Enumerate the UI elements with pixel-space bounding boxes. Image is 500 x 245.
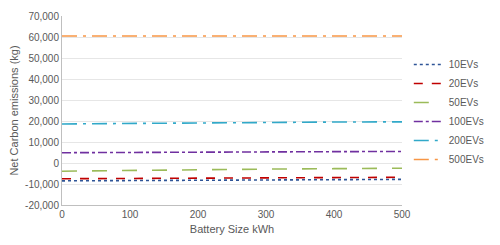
svg-text:0: 0 — [53, 158, 59, 169]
svg-text:100: 100 — [122, 209, 139, 220]
svg-text:300: 300 — [258, 209, 275, 220]
svg-text:40,000: 40,000 — [28, 74, 59, 85]
svg-text:50,000: 50,000 — [28, 53, 59, 64]
svg-text:Battery Size kWh: Battery Size kWh — [190, 223, 274, 235]
svg-text:60,000: 60,000 — [28, 32, 59, 43]
svg-text:400: 400 — [326, 209, 343, 220]
svg-text:0: 0 — [59, 209, 65, 220]
svg-text:200EVs: 200EVs — [449, 135, 484, 146]
svg-text:20EVs: 20EVs — [449, 78, 478, 89]
svg-text:10EVs: 10EVs — [449, 59, 478, 70]
svg-text:500EVs: 500EVs — [449, 154, 484, 165]
svg-text:500: 500 — [394, 209, 411, 220]
svg-text:70,000: 70,000 — [28, 11, 59, 22]
svg-text:100EVs: 100EVs — [449, 116, 484, 127]
svg-text:30,000: 30,000 — [28, 95, 59, 106]
svg-text:20,000: 20,000 — [28, 116, 59, 127]
svg-text:Net Carbon emissions (kg): Net Carbon emissions (kg) — [8, 45, 20, 175]
svg-text:10,000: 10,000 — [28, 137, 59, 148]
svg-text:-20,000: -20,000 — [25, 200, 59, 211]
svg-text:-10,000: -10,000 — [25, 179, 59, 190]
svg-text:50EVs: 50EVs — [449, 97, 478, 108]
svg-text:200: 200 — [190, 209, 207, 220]
